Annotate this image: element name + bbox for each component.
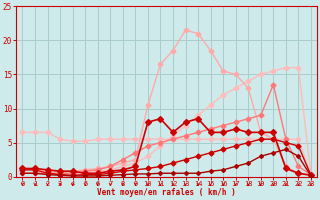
- X-axis label: Vent moyen/en rafales ( km/h ): Vent moyen/en rafales ( km/h ): [97, 188, 236, 197]
